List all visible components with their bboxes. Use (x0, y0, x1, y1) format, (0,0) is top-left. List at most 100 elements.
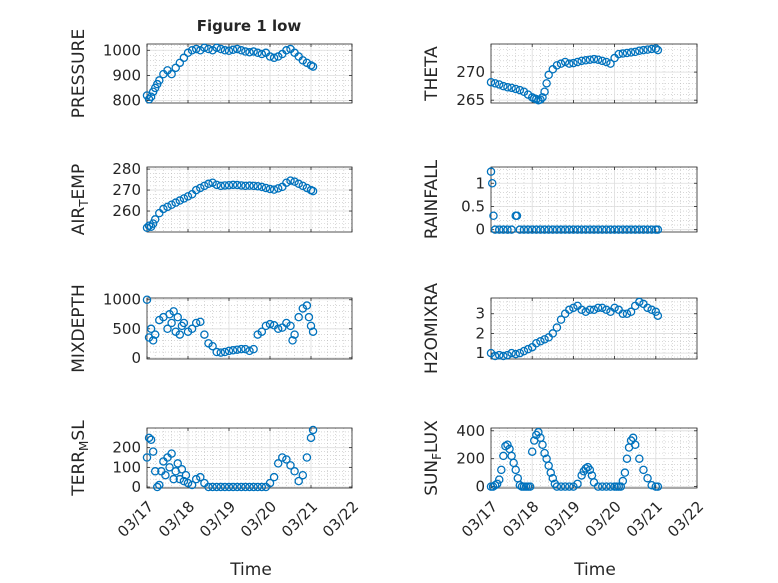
data-point (304, 312, 314, 322)
data-point (577, 305, 586, 315)
data-point (499, 451, 508, 461)
data-point (212, 347, 221, 357)
data-point (228, 180, 238, 190)
data-point (639, 45, 648, 55)
data-point (527, 447, 537, 456)
data-point (597, 225, 607, 234)
data-point (146, 324, 156, 334)
data-point (204, 482, 213, 492)
data-point (622, 454, 632, 463)
data-point (507, 83, 516, 93)
data-point (597, 56, 607, 66)
data-point (212, 482, 221, 492)
data-point (163, 202, 172, 212)
data-point (183, 478, 193, 488)
data-point (286, 176, 295, 185)
data-point (492, 479, 502, 489)
data-point (593, 482, 603, 491)
data-point (220, 46, 230, 55)
data-point (237, 181, 246, 190)
data-point (261, 183, 271, 193)
data-point (548, 473, 558, 483)
y-tick-label: 800 (112, 91, 141, 109)
data-point (589, 225, 599, 234)
data-point (565, 482, 574, 491)
data-point (486, 77, 496, 87)
data-point (265, 319, 275, 329)
data-point (196, 183, 205, 193)
data-point (519, 225, 529, 234)
data-point (171, 63, 180, 73)
data-point (228, 346, 238, 355)
subplot-h2omixra: 1 23 H2OMIXRA (422, 283, 698, 374)
data-point (635, 225, 644, 234)
data-point (165, 463, 174, 472)
data-point (622, 48, 632, 58)
data-point (525, 482, 535, 491)
data-point (597, 303, 607, 313)
data-point (515, 85, 525, 95)
data-point (175, 196, 185, 205)
data-point (216, 348, 226, 357)
data-point (499, 351, 508, 361)
data-point (639, 225, 648, 234)
data-point (245, 346, 254, 356)
data-point (490, 79, 500, 88)
data-point (643, 45, 652, 54)
data-point (548, 329, 558, 338)
y-tick-label: 1 (475, 344, 485, 362)
data-point (532, 339, 541, 348)
data-point (560, 225, 570, 234)
data-point (503, 225, 512, 234)
data-point (200, 330, 209, 339)
data-point (626, 225, 636, 234)
data-point (585, 465, 595, 475)
data-point (253, 482, 262, 492)
data-point (224, 346, 234, 356)
data-point (544, 225, 553, 234)
plot-area (147, 44, 352, 103)
data-point (523, 344, 533, 354)
y-tick-label: 0 (131, 478, 141, 496)
data-point (150, 467, 160, 476)
data-point (552, 61, 562, 70)
data-point (155, 76, 164, 85)
y-tick-label: 100 (112, 458, 141, 476)
data-point (288, 336, 297, 345)
data-point (585, 305, 595, 315)
data-point (569, 303, 578, 313)
y-tick-label: 1000 (103, 41, 141, 59)
data-point (179, 194, 189, 203)
data-point (224, 482, 234, 492)
data-point (208, 178, 217, 187)
figure-title: Figure 1 low (197, 17, 302, 35)
data-point (622, 225, 632, 234)
data-point (503, 440, 512, 449)
data-point (618, 476, 628, 486)
data-point (487, 178, 497, 188)
data-point (191, 318, 201, 328)
data-point (626, 307, 636, 317)
y-tick-label: 900 (112, 66, 141, 84)
data-point (499, 225, 508, 234)
y-tick-label: 400 (456, 422, 485, 440)
data-point (290, 330, 299, 339)
data-point (556, 482, 566, 491)
data-point (512, 211, 522, 220)
data-point (589, 54, 599, 64)
data-point (540, 87, 549, 97)
data-point (602, 482, 611, 491)
data-point (490, 351, 500, 361)
data-point (585, 225, 595, 234)
subplot-air-temp: 260 270 280 AIRTEMP (69, 160, 353, 235)
data-point (257, 182, 267, 192)
data-point (573, 57, 582, 67)
y-axis-label: PRESSURE (69, 29, 89, 118)
data-point (515, 348, 525, 358)
data-point (294, 476, 303, 486)
data-point (249, 181, 258, 191)
data-point (208, 482, 217, 492)
subplot-pressure: 800 900 1000 PRESSURE (69, 29, 353, 118)
data-point (565, 59, 574, 68)
data-point (241, 344, 250, 354)
